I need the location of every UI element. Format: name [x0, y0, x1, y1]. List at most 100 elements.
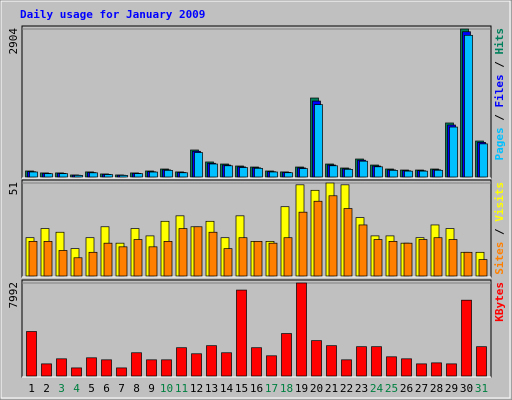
- bar: [268, 242, 278, 277]
- panel: [21, 25, 492, 179]
- bar: [116, 367, 127, 377]
- x-tick-label: 9: [148, 382, 155, 395]
- bar: [29, 171, 38, 178]
- x-tick-label: 31: [475, 382, 488, 395]
- bar: [148, 246, 158, 277]
- bar: [356, 346, 367, 377]
- bar: [209, 163, 218, 178]
- bar: [41, 363, 52, 377]
- bar: [418, 239, 428, 277]
- bar: [358, 224, 368, 277]
- x-tick-label: 15: [235, 382, 248, 395]
- bar: [86, 357, 97, 377]
- x-tick-label: 19: [295, 382, 308, 395]
- bar: [314, 104, 323, 178]
- x-tick-label: 21: [325, 382, 338, 395]
- bar: [194, 152, 203, 178]
- bar: [104, 174, 113, 178]
- bar: [73, 257, 83, 277]
- x-tick-label: 23: [355, 382, 368, 395]
- bar: [251, 347, 262, 377]
- bar: [269, 171, 278, 178]
- bar: [266, 355, 277, 377]
- x-tick-label: 26: [400, 382, 413, 395]
- x-tick-label: 6: [103, 382, 110, 395]
- x-tick-label: 18: [280, 382, 293, 395]
- x-tick-label: 24: [370, 382, 384, 395]
- x-tick-label: 17: [265, 382, 278, 395]
- bar: [343, 208, 353, 277]
- legend-separator: /: [493, 108, 506, 128]
- x-tick-label: 13: [205, 382, 218, 395]
- y-tick-label: 51: [7, 182, 20, 195]
- bar: [238, 237, 248, 277]
- bar: [164, 170, 173, 178]
- legend-entry: Pages: [493, 127, 506, 160]
- legend-entry: Visits: [493, 182, 506, 222]
- bar: [206, 345, 217, 377]
- chart-title: Daily usage for January 2009: [20, 8, 205, 21]
- x-tick-label: 11: [175, 382, 188, 395]
- x-tick-label: 25: [385, 382, 398, 395]
- bar: [433, 237, 443, 277]
- bar: [74, 175, 83, 178]
- bar: [88, 251, 98, 277]
- legend-entry: Files: [493, 74, 506, 107]
- bar: [311, 340, 322, 377]
- x-tick-label: 4: [73, 382, 80, 395]
- x-tick-label: 8: [133, 382, 140, 395]
- x-tick-label: 10: [160, 382, 173, 395]
- bar: [224, 165, 233, 178]
- bar: [449, 126, 458, 178]
- x-tick-label: 5: [88, 382, 95, 395]
- bar: [374, 166, 383, 178]
- legend-entry: Sites: [493, 242, 506, 275]
- bar: [236, 289, 247, 377]
- bar: [296, 282, 307, 377]
- legend-entry: KBytes: [493, 282, 506, 322]
- bar: [89, 172, 98, 178]
- bar: [191, 353, 202, 377]
- bar: [133, 239, 143, 277]
- x-tick-label: 2: [43, 382, 50, 395]
- bar: [328, 195, 338, 277]
- bar: [404, 170, 413, 178]
- bar: [298, 211, 308, 277]
- legend-entry: Hits: [493, 28, 506, 55]
- legend: KBytes: [493, 282, 506, 322]
- bar: [446, 363, 457, 377]
- bar: [463, 251, 473, 277]
- bar: [43, 241, 53, 277]
- x-tick-label: 20: [310, 382, 323, 395]
- bar: [179, 172, 188, 178]
- bar: [464, 34, 473, 178]
- x-tick-label: 1: [28, 382, 35, 395]
- bar: [419, 170, 428, 178]
- bar: [386, 356, 397, 377]
- bar: [193, 226, 203, 277]
- bar: [223, 248, 233, 277]
- x-tick-label: 27: [415, 382, 428, 395]
- bar: [479, 143, 488, 178]
- x-tick-label: 3: [58, 382, 65, 395]
- x-tick-label: 16: [250, 382, 263, 395]
- bar: [359, 160, 368, 178]
- bar: [44, 173, 53, 178]
- x-tick-label: 12: [190, 382, 203, 395]
- bar: [118, 246, 128, 277]
- x-tick-label: 7: [118, 382, 125, 395]
- bar: [103, 242, 113, 277]
- x-tick-label: 22: [340, 382, 353, 395]
- bar: [239, 167, 248, 178]
- bar: [254, 167, 263, 178]
- bar: [149, 171, 158, 178]
- y-tick-label: 7992: [7, 282, 20, 309]
- bar: [101, 359, 112, 377]
- bar: [284, 172, 293, 178]
- bar: [161, 359, 172, 377]
- bar: [389, 170, 398, 178]
- bar: [341, 359, 352, 377]
- bar: [131, 352, 142, 377]
- bar: [176, 347, 187, 377]
